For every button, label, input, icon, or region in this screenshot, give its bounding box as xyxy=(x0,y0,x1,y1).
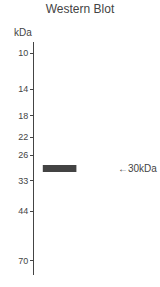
svg-text:Western Blot: Western Blot xyxy=(46,2,115,16)
svg-text:18: 18 xyxy=(18,111,28,121)
svg-text:70: 70 xyxy=(18,256,28,266)
svg-text:22: 22 xyxy=(18,132,28,142)
svg-text:←30kDa: ←30kDa xyxy=(118,163,157,174)
svg-text:14: 14 xyxy=(18,84,28,94)
svg-text:10: 10 xyxy=(18,48,28,58)
svg-text:44: 44 xyxy=(18,206,28,216)
svg-text:26: 26 xyxy=(18,150,28,160)
svg-text:33: 33 xyxy=(18,176,28,186)
svg-text:kDa: kDa xyxy=(14,27,32,38)
